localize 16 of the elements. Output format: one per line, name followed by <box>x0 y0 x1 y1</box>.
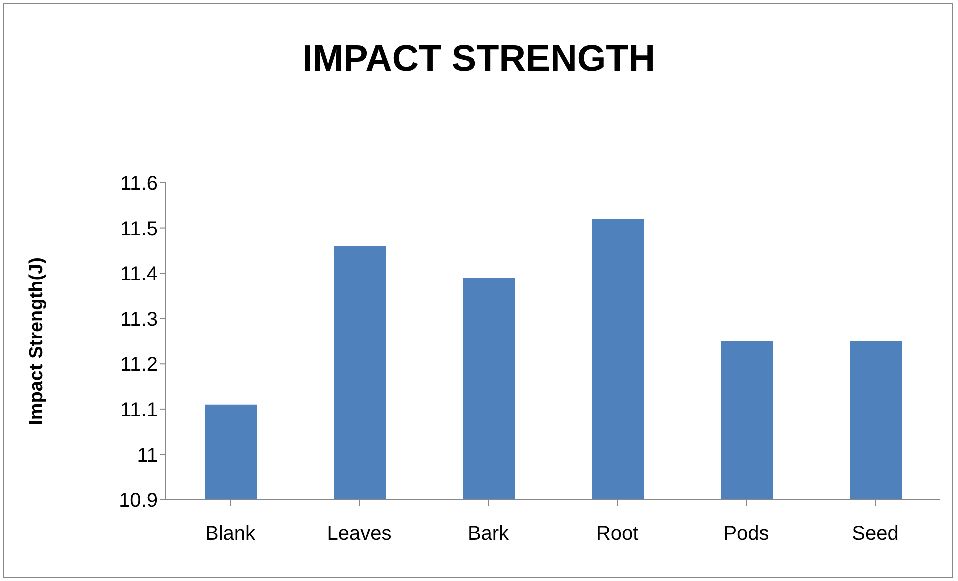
x-tick-label: Blank <box>205 523 257 546</box>
x-tick-label: Bark <box>468 523 510 546</box>
y-tick-label: 11 <box>137 444 158 467</box>
x-tick-label: Root <box>596 523 640 546</box>
y-tick-label: 11.5 <box>120 218 158 240</box>
y-axis-title: Impact Strength(J) <box>26 258 48 426</box>
y-tick-label: 11.2 <box>120 354 158 376</box>
y-tick-label: 11.4 <box>120 264 158 286</box>
y-tick-label: 11.3 <box>120 308 158 331</box>
x-tick-label: Pods <box>724 523 770 546</box>
y-tick-label: 11.6 <box>120 173 158 196</box>
x-tick-label: Leaves <box>327 523 392 546</box>
x-tick-label: Seed <box>852 523 899 546</box>
y-tick-label: 11.1 <box>120 400 158 422</box>
chart-title: IMPACT STRENGTH <box>302 38 656 80</box>
y-tick-label: 10.9 <box>119 490 158 512</box>
